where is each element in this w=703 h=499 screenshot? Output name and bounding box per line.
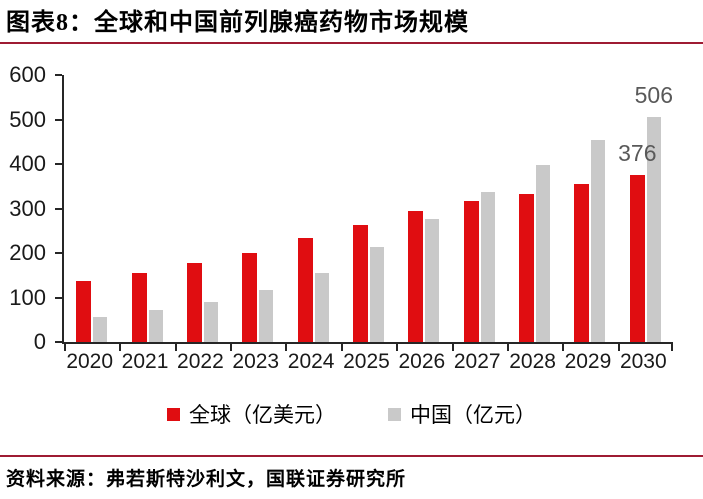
bar-global-2020: [76, 280, 92, 342]
bar-global-2028: [519, 193, 535, 342]
x-axis-tick-label: 2024: [287, 350, 335, 373]
x-axis-tick: [396, 342, 399, 351]
x-axis-tick-label: 2026: [398, 350, 446, 373]
x-axis-tick: [340, 342, 343, 351]
bar-china-2029: [591, 139, 606, 342]
bar-group-2022: [175, 75, 230, 342]
x-axis-tick-label: 2022: [177, 350, 224, 373]
x-axis-tick: [506, 342, 509, 351]
data-label-global: 376: [618, 139, 657, 166]
bar-global-2023: [242, 252, 258, 342]
x-axis-tick: [285, 342, 288, 351]
legend-swatch-icon: [388, 407, 401, 421]
bar-group-2029: [562, 75, 617, 342]
x-axis-tick-label: 2021: [121, 350, 169, 373]
legend-item-china: 中国（亿元）: [388, 399, 536, 429]
y-axis-tick: [55, 252, 62, 254]
legend-item-global: 全球（亿美元）: [167, 399, 336, 429]
y-axis-tick: [55, 207, 62, 210]
x-axis-tick-label: 2030: [619, 350, 667, 373]
bar-china-2025: [369, 247, 384, 342]
x-axis-tick: [119, 342, 122, 351]
bar-global-2029: [574, 184, 590, 342]
y-axis-tick-label: 400: [9, 151, 46, 176]
x-axis-tick: [562, 342, 565, 351]
bar-group-2026: [396, 75, 451, 342]
y-axis-tick-label: 100: [9, 284, 46, 310]
x-axis-tick-label: 2023: [232, 350, 280, 373]
y-axis-tick: [55, 74, 62, 76]
title-underline: [0, 42, 703, 44]
bar-china-2026: [425, 218, 440, 342]
x-axis-tick-label: 2029: [564, 350, 612, 373]
bar-global-2030: [629, 174, 645, 342]
bar-global-2025: [352, 224, 368, 342]
bar-china-2022: [203, 302, 218, 342]
y-axis-tick: [55, 296, 62, 299]
x-axis-tick: [230, 342, 233, 351]
legend-swatch-icon: [167, 407, 180, 421]
x-axis-tick: [617, 342, 620, 351]
x-axis-tick: [64, 342, 66, 351]
y-axis-tick: [55, 163, 62, 165]
bar-china-2023: [259, 289, 274, 342]
x-axis-tick: [671, 342, 673, 351]
legend-label: 全球（亿美元）: [189, 404, 336, 427]
x-axis-tick: [174, 342, 177, 351]
x-axis-tick: [451, 342, 454, 351]
chart-legend: 全球（亿美元） 中国（亿元）: [0, 399, 703, 429]
figure-title: 图表8：全球和中国前列腺癌药物市场规模: [6, 10, 469, 36]
bar-global-2026: [408, 211, 424, 342]
x-axis-tick-label: 2025: [343, 350, 390, 373]
bar-china-2027: [480, 192, 495, 342]
bar-group-2025: [341, 75, 396, 342]
bar-china-2020: [93, 317, 108, 342]
bar-global-2024: [297, 238, 313, 342]
x-axis-labels: 2020 2021 2022 2023 2024 2025 2026 2027 2028 2029…: [62, 350, 671, 376]
y-axis-tick: [55, 118, 62, 121]
data-label-china: 506: [634, 81, 673, 108]
y-axis-tick-label: 500: [9, 106, 46, 132]
y-axis-labels: 0 100 200 300 400 500 600: [0, 62, 46, 354]
bar-china-2028: [536, 165, 551, 342]
bar-chart-plot-area: 376 506: [55, 74, 673, 351]
bar-group-2027: [452, 75, 507, 342]
y-axis-tick-label: 200: [9, 240, 46, 265]
bar-china-2030: [646, 116, 661, 342]
footer-rule: [0, 455, 703, 457]
y-axis-tick-label: 600: [9, 62, 46, 87]
bar-global-2027: [463, 201, 479, 342]
bar-global-2022: [186, 263, 202, 342]
x-axis-tick-label: 2027: [453, 350, 501, 373]
bar-group-2028: [507, 75, 562, 342]
x-axis-tick-label: 2020: [66, 350, 114, 373]
bar-group-2023: [230, 75, 285, 342]
y-axis-tick-label: 300: [9, 195, 46, 221]
legend-label: 中国（亿元）: [410, 404, 536, 427]
bar-group-2021: [119, 75, 174, 342]
bar-global-2021: [131, 272, 147, 342]
bar-china-2024: [314, 272, 329, 342]
bar-group-2024: [285, 75, 340, 342]
x-axis-tick-label: 2028: [509, 350, 556, 373]
bar-group-2020: [64, 75, 119, 342]
bar-group-2030: [618, 75, 673, 342]
y-axis-tick-label: 0: [33, 329, 46, 354]
y-axis-tick: [55, 341, 62, 343]
source-note: 资料来源：弗若斯特沙利文，国联证券研究所: [6, 469, 407, 490]
bar-china-2021: [148, 310, 163, 342]
